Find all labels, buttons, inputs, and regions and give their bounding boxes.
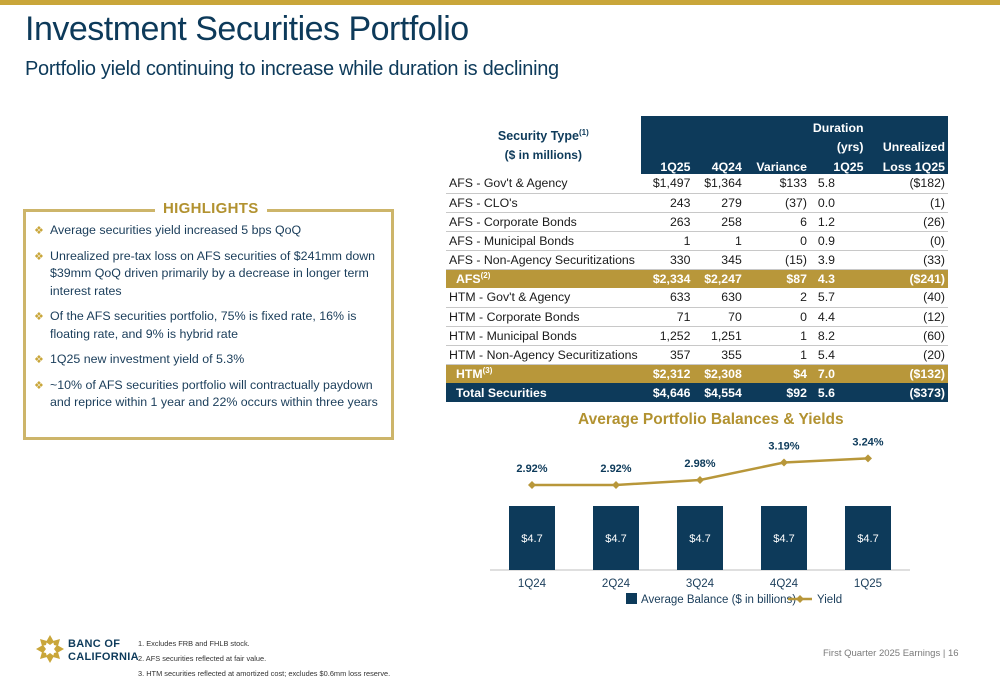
- x-tick-label: 3Q24: [686, 578, 715, 590]
- yield-point: [864, 454, 872, 463]
- footer-page-info: First Quarter 2025 Earnings | 16: [823, 648, 959, 659]
- balance-bar: [593, 506, 639, 570]
- diamond-bullet-icon: ❖: [34, 225, 44, 237]
- x-tick-label: 1Q24: [518, 578, 547, 590]
- highlight-item: ❖ Average securities yield increased 5 bp…: [34, 222, 386, 240]
- total-securities-row: Total Securities $4,646 $4,554 $92 5.6 (…: [446, 383, 948, 402]
- legend-balance-label: Average Balance ($ in billions): [641, 594, 796, 606]
- yield-point: [612, 481, 620, 489]
- unrealized-header-line2: Loss 1Q25: [866, 154, 948, 174]
- top-accent-bar: [0, 0, 1000, 5]
- yield-label: 2.92%: [600, 463, 631, 475]
- securities-table: Security Type(1) ($ in millions) Duratio…: [446, 116, 948, 402]
- col-4q24-header: 4Q24: [693, 154, 745, 174]
- chart-title: Average Portfolio Balances & Yields: [578, 411, 844, 428]
- security-type-header: Security Type(1) ($ in millions): [497, 128, 589, 162]
- unrealized-header-line1: Unrealized: [866, 135, 948, 154]
- highlight-item: ❖ 1Q25 new investment yield of 5.3%: [34, 351, 386, 369]
- table-row: HTM - Gov't & Agency 633 630 2 5.7 (40): [446, 288, 948, 308]
- table-row: AFS - Municipal Bonds 1 1 0 0.9 (0): [446, 231, 948, 251]
- yield-label: 3.19%: [768, 441, 799, 453]
- legend-balance-swatch: [626, 593, 637, 604]
- balance-bar: [845, 506, 891, 570]
- diamond-bullet-icon: ❖: [34, 354, 44, 366]
- legend-yield-marker: [796, 595, 804, 603]
- diamond-bullet-icon: ❖: [34, 379, 44, 392]
- highlight-item: ❖ Unrealized pre-tax loss on AFS securiti…: [34, 248, 376, 298]
- footnote: 2. AFS securities reflected at fair valu…: [138, 654, 267, 663]
- balances-yields-chart: $4.7 1Q24 $4.7 2Q24 $4.7 3Q24 $4.7 4Q24 $4.7 1Q25…: [490, 436, 910, 606]
- page-title: Investment Securities Portfolio: [25, 10, 469, 48]
- page-subtitle: Portfolio yield continuing to increase w…: [25, 58, 559, 80]
- balance-bar-label: $4.7: [605, 533, 626, 545]
- highlight-item: ❖ ~10% of AFS securities portfolio will c…: [34, 377, 378, 410]
- highlight-item: ❖ Of the AFS securities portfolio, 75% is…: [34, 309, 357, 341]
- highlights-list: ❖ Average securities yield increased 5 bp…: [34, 222, 386, 420]
- balance-bar: [677, 506, 723, 570]
- table-row: AFS - Corporate Bonds 263 258 6 1.2 (26): [446, 212, 948, 232]
- footnote: 1. Excludes FRB and FHLB stock.: [138, 639, 250, 648]
- balance-bar: [761, 506, 807, 570]
- table-row: HTM - Non-Agency Securitizations 357 355 1 5…: [446, 345, 948, 365]
- yield-label: 2.92%: [516, 463, 547, 475]
- banc-of-california-logo-icon: [36, 635, 64, 663]
- afs-subtotal-row: AFS(2) $2,334 $2,247 $87 4.3 ($241): [446, 269, 948, 288]
- col-variance-header: Variance: [744, 154, 810, 174]
- yield-point: [780, 458, 788, 467]
- duration-header-line3: 1Q25: [809, 154, 867, 174]
- table-row: AFS - Non-Agency Securitizations 330 345 (1…: [446, 250, 948, 270]
- x-tick-label: 2Q24: [602, 578, 631, 590]
- x-tick-label: 4Q24: [770, 578, 799, 590]
- footnotes: 1. Excludes FRB and FHLB stock. 2. AFS s…: [138, 636, 390, 681]
- table-row: HTM - Corporate Bonds 71 70 0 4.4 (12): [446, 307, 948, 327]
- table-header-row: Security Type(1) ($ in millions) Duratio…: [446, 116, 948, 162]
- yield-label: 3.24%: [852, 436, 883, 448]
- duration-header-line1: Duration: [809, 116, 867, 135]
- balance-bar-label: $4.7: [773, 533, 794, 545]
- x-tick-label: 1Q25: [854, 578, 882, 590]
- yield-point: [696, 476, 704, 484]
- balance-bar: [509, 506, 555, 570]
- highlights-title: HIGHLIGHTS: [155, 200, 267, 217]
- balance-bar-label: $4.7: [521, 533, 542, 545]
- yield-label: 2.98%: [684, 458, 715, 470]
- yield-point: [528, 481, 536, 489]
- legend-yield-label: Yield: [817, 594, 842, 606]
- col-1q25-header: 1Q25: [640, 154, 694, 174]
- footnote: 3. HTM securities reflected at amortized…: [138, 669, 391, 678]
- balance-bar-label: $4.7: [689, 533, 710, 545]
- company-name: BANC OF CALIFORNIA: [68, 638, 139, 663]
- balance-bar-label: $4.7: [857, 533, 878, 545]
- diamond-bullet-icon: ❖: [34, 311, 44, 323]
- table-row: AFS - CLO's 243 279 (37) 0.0 (1): [446, 193, 948, 213]
- table-row: AFS - Gov't & Agency $1,497 $1,364 $133 5.8(…: [446, 174, 948, 194]
- htm-subtotal-row: HTM(3) $2,312 $2,308 $4 7.0 ($132): [446, 364, 948, 383]
- page-number: 16: [947, 648, 959, 659]
- duration-header-line2: (yrs): [809, 135, 867, 154]
- table-row: HTM - Municipal Bonds 1,252 1,251 1 8.2 (60): [446, 326, 948, 346]
- diamond-bullet-icon: ❖: [34, 250, 44, 263]
